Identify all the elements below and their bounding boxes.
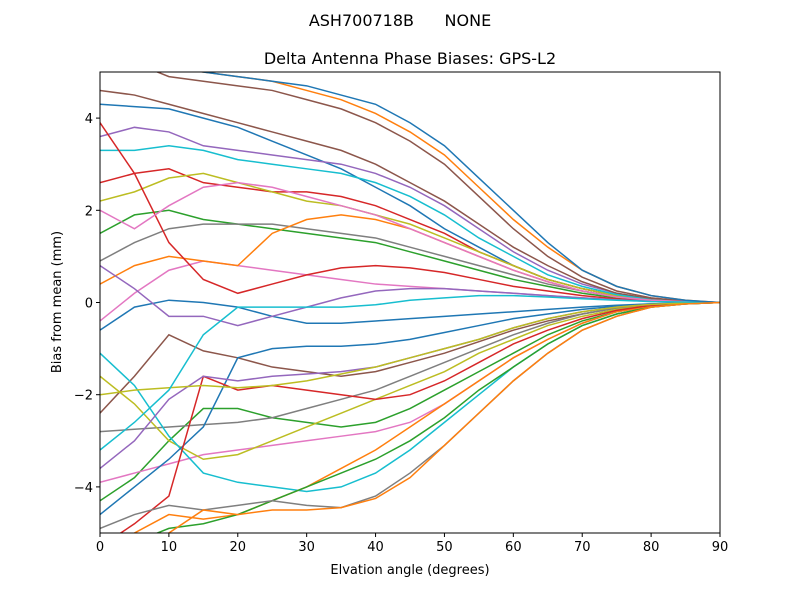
series-line [100, 122, 720, 304]
x-tick-label: 70 [574, 540, 591, 555]
chart-title: Delta Antenna Phase Biases: GPS-L2 [264, 49, 556, 68]
x-tick-label: 50 [436, 540, 453, 555]
series-line [100, 89, 720, 304]
series-line [155, 72, 720, 304]
y-tick-label: −4 [74, 481, 93, 496]
series-line [166, 301, 720, 533]
series-line [100, 145, 720, 304]
x-tick-label: 0 [96, 540, 104, 555]
x-tick-label: 90 [712, 540, 729, 555]
series-line [100, 299, 720, 331]
series-line [100, 294, 720, 451]
series-line [100, 168, 720, 304]
series-line [100, 301, 720, 433]
series-line [100, 301, 720, 461]
series-line [100, 301, 720, 516]
series-line [100, 126, 720, 304]
suptitle: ASH700718B NONE [309, 11, 491, 30]
series-line [100, 172, 720, 304]
series-line [100, 103, 720, 304]
y-axis-label: Bias from mean (mm) [50, 231, 65, 373]
plot-lines [100, 72, 720, 533]
series-line [100, 301, 720, 502]
x-tick-label: 60 [505, 540, 522, 555]
y-tick-label: 4 [85, 112, 93, 127]
x-axis-label: Elvation angle (degrees) [330, 563, 489, 578]
y-tick-label: −2 [74, 389, 93, 404]
x-tick-label: 10 [161, 540, 178, 555]
series-line [197, 72, 720, 304]
series-line [100, 209, 720, 304]
series-line [100, 301, 720, 484]
x-tick-label: 20 [230, 540, 247, 555]
series-line [155, 301, 720, 533]
x-tick-label: 40 [367, 540, 384, 555]
series-line [133, 301, 720, 533]
y-tick-label: 0 [85, 297, 93, 312]
series-line [100, 301, 720, 396]
y-tick-label: 2 [85, 204, 93, 219]
x-tick-label: 80 [643, 540, 660, 555]
x-tick-label: 30 [298, 540, 315, 555]
series-line [100, 181, 720, 304]
series-line [100, 301, 720, 530]
series-line [100, 301, 720, 493]
